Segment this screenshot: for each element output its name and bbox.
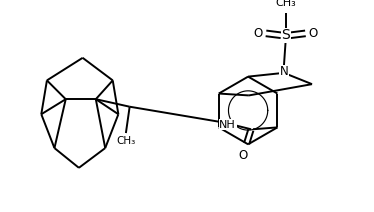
Text: O: O [254, 27, 263, 40]
Text: S: S [281, 28, 290, 42]
Text: O: O [308, 27, 318, 40]
Text: NH: NH [219, 120, 236, 130]
Text: CH₃: CH₃ [275, 0, 296, 8]
Text: O: O [238, 149, 247, 162]
Text: CH₃: CH₃ [116, 137, 135, 146]
Text: N: N [279, 66, 288, 78]
